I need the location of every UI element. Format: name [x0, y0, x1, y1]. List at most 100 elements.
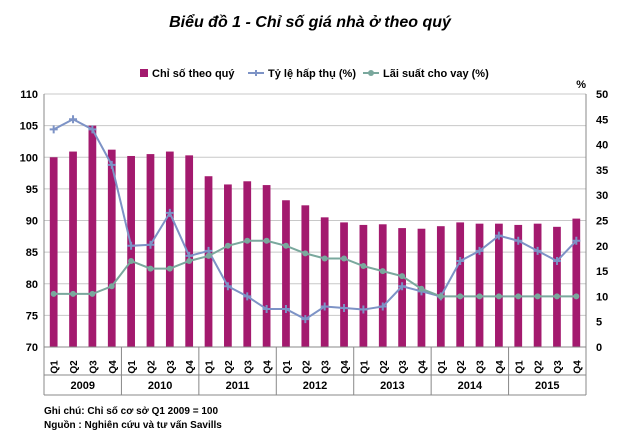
rate-point-3 [108, 283, 115, 290]
x-axis-labels: Q1 Q2 Q3 Q4 Q1 Q2 Q3 Q4 Q1 Q2 Q3 Q4 Q1 Q2 Q3 Q4 Q1 Q2 Q3 Q4… [43, 347, 587, 396]
quarter-label-27: Q4 [572, 360, 583, 374]
bar-24 [514, 224, 523, 347]
left-axis-ticks: 70 75 80 85 90 95 100 105 110 [20, 89, 38, 354]
quarter-label-1: Q2 [69, 360, 80, 374]
absorption-point-11 [262, 305, 271, 314]
rate-point-17 [379, 268, 386, 275]
right-tick-label-30: 30 [596, 190, 608, 202]
left-tick-label-110: 110 [20, 89, 38, 101]
bar-1 [69, 151, 77, 347]
legend-marker-2 [368, 70, 374, 76]
absorption-point-13 [301, 315, 310, 324]
absorption-point-10 [243, 292, 252, 301]
absorption-point-15 [340, 304, 349, 313]
right-tick-label-35: 35 [596, 165, 608, 177]
base-index-note: Ghi chú: Chỉ số cơ sở Q1 2009 = 100 [44, 406, 219, 417]
absorption-point-3 [107, 160, 116, 169]
lines [49, 115, 581, 324]
absorption-point-24 [514, 236, 523, 245]
bar-13 [301, 205, 310, 347]
left-tick-label-80: 80 [26, 279, 38, 291]
quarter-label-7: Q4 [185, 360, 196, 374]
absorption-point-21 [456, 256, 465, 265]
bar-14 [320, 217, 329, 347]
absorption-point-23 [494, 231, 503, 240]
bar-12 [282, 200, 290, 347]
quarter-label-18: Q3 [398, 360, 409, 374]
left-tick-label-105: 105 [20, 121, 38, 133]
legend: Chỉ số theo quý Tỷ lệ hấp thụ (%) Lãi suất… [140, 68, 489, 80]
absorption-point-27 [572, 236, 581, 245]
right-axis-ticks: 0 5 10 15 20 25 30 35 40 45 50 [596, 89, 608, 354]
rate-point-18 [399, 273, 406, 280]
bar-16 [359, 224, 368, 347]
quarter-label-20: Q1 [437, 360, 448, 374]
quarter-label-16: Q1 [359, 360, 370, 374]
right-tick-label-45: 45 [596, 114, 608, 126]
absorption-point-26 [552, 256, 561, 265]
chart-title: Biểu đồ 1 - Chỉ số giá nhà ở theo quý [169, 14, 451, 31]
rate-point-26 [553, 293, 560, 300]
absorption-point-18 [398, 282, 407, 291]
rate-point-25 [534, 293, 541, 300]
bar-27 [572, 218, 581, 347]
right-tick-label-15: 15 [596, 266, 608, 278]
bars [49, 125, 581, 347]
quarter-label-17: Q2 [379, 360, 390, 374]
left-tick-label-95: 95 [26, 184, 38, 196]
rate-point-24 [515, 293, 522, 300]
bar-22 [475, 223, 484, 347]
absorption-point-0 [49, 125, 58, 134]
absorption-point-17 [378, 302, 387, 311]
quarter-label-10: Q3 [243, 360, 254, 374]
quarter-label-26: Q3 [553, 360, 564, 374]
rate-point-20 [437, 293, 444, 300]
right-tick-label-50: 50 [596, 89, 608, 101]
year-label-2015: 2015 [535, 380, 559, 392]
bar-7 [185, 155, 194, 347]
rate-point-23 [495, 293, 502, 300]
right-tick-label-0: 0 [596, 342, 602, 354]
year-label-2010: 2010 [148, 380, 172, 392]
quarter-label-11: Q4 [263, 360, 274, 374]
rate-point-13 [302, 250, 309, 257]
year-label-2012: 2012 [303, 380, 327, 392]
rate-point-4 [128, 257, 135, 264]
bar-26 [553, 226, 561, 347]
rate-point-16 [360, 263, 367, 270]
quarter-label-23: Q4 [495, 360, 506, 374]
absorption-point-22 [475, 246, 484, 255]
legend-label-2: Lãi suất cho vay (%) [383, 68, 489, 80]
year-label-2013: 2013 [380, 380, 404, 392]
quarter-label-12: Q1 [282, 360, 293, 374]
bar-9 [224, 184, 232, 347]
series-line-1 [53, 239, 577, 298]
bar-4 [127, 155, 135, 347]
left-tick-label-100: 100 [20, 152, 38, 164]
bar-10 [243, 181, 252, 347]
bar-6 [165, 151, 174, 347]
right-axis-unit: % [576, 79, 586, 91]
left-tick-label-75: 75 [26, 310, 38, 322]
quarter-label-5: Q2 [146, 360, 157, 374]
series-line-0 [53, 118, 578, 321]
quarter-label-19: Q4 [417, 360, 428, 374]
absorption-point-1 [69, 115, 78, 124]
quarter-label-3: Q4 [108, 360, 119, 374]
absorption-point-4 [127, 241, 136, 250]
rate-point-11 [263, 237, 270, 244]
bar-23 [495, 223, 503, 347]
quarter-label-24: Q1 [514, 360, 525, 374]
rate-point-19 [418, 285, 425, 292]
rate-point-22 [476, 293, 483, 300]
bar-0 [49, 157, 58, 347]
rate-point-8 [205, 252, 212, 259]
quarter-label-15: Q4 [340, 360, 351, 374]
absorption-point-16 [359, 305, 368, 314]
rate-point-9 [224, 242, 231, 249]
absorption-point-25 [533, 246, 542, 255]
quarter-label-0: Q1 [50, 360, 61, 374]
quarter-label-9: Q2 [224, 360, 235, 374]
quarter-label-22: Q3 [476, 360, 487, 374]
